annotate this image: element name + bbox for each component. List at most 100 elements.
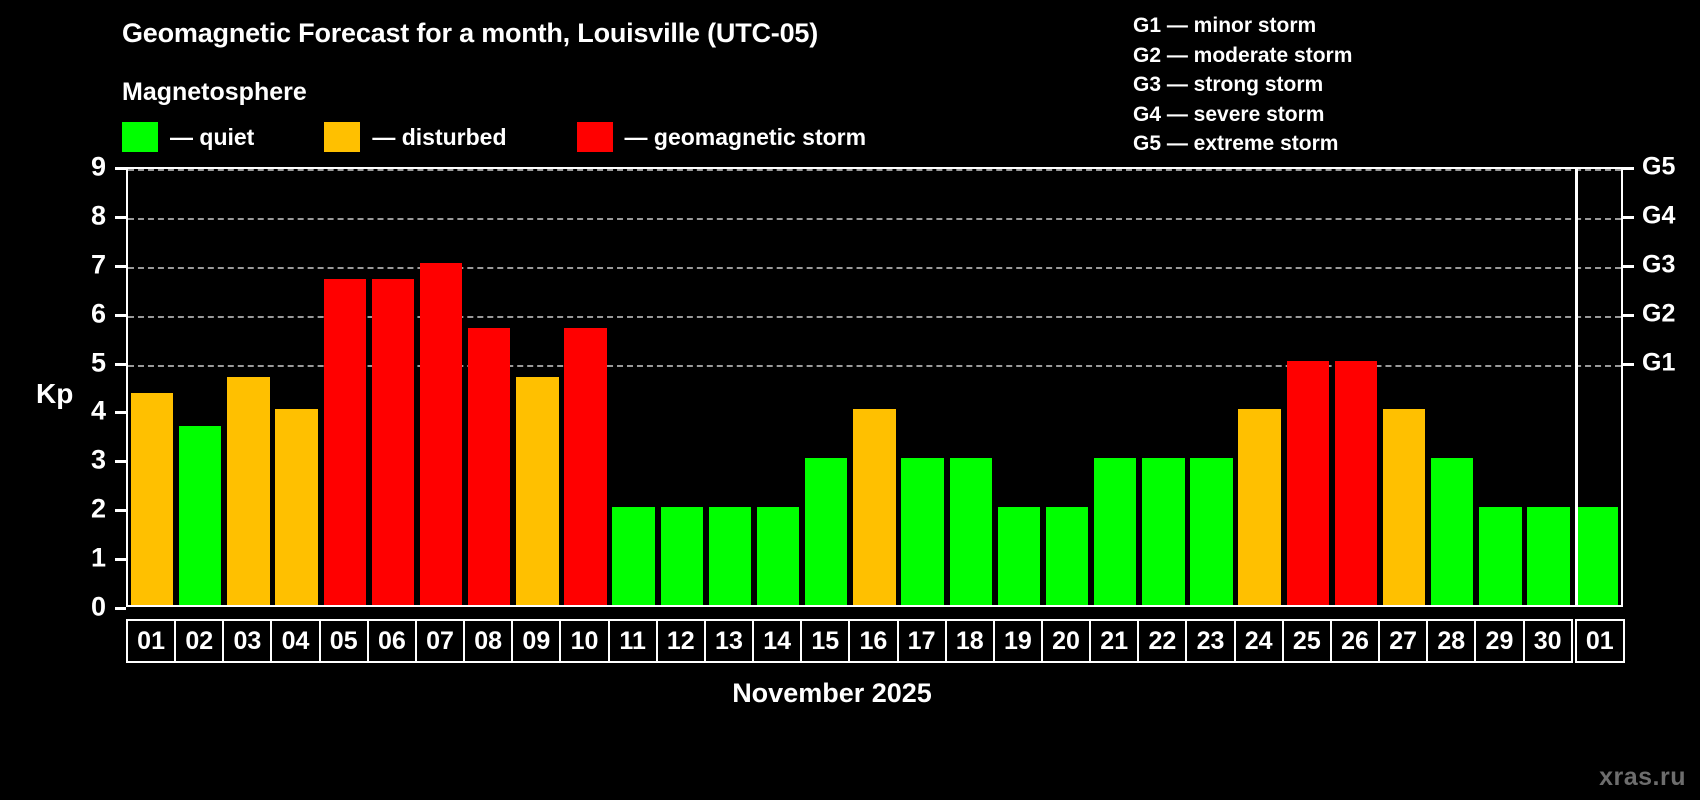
y-axis-tick bbox=[115, 313, 126, 317]
bar-slot bbox=[369, 169, 417, 605]
bar bbox=[1334, 360, 1378, 605]
bar-slot bbox=[128, 169, 176, 605]
bar-slot bbox=[995, 169, 1043, 605]
day-label-cell: 11 bbox=[607, 619, 658, 663]
day-label-cell: 25 bbox=[1281, 619, 1332, 663]
magnetosphere-label: Magnetosphere bbox=[122, 78, 307, 106]
bar bbox=[708, 507, 752, 605]
bar bbox=[805, 458, 848, 605]
bar bbox=[1094, 458, 1137, 605]
y-axis-tick bbox=[115, 167, 126, 170]
x-axis-day-labels: 01 02 03 04 05 06 07 08 09 10 11 12 13 14 15 16 17 18 19 20… bbox=[126, 619, 1625, 663]
bar bbox=[901, 458, 944, 605]
day-label-cell: 29 bbox=[1474, 619, 1525, 663]
bar-slot bbox=[1187, 169, 1235, 605]
bar bbox=[1382, 409, 1426, 605]
bar-series bbox=[128, 169, 1621, 605]
bar bbox=[997, 507, 1041, 605]
month-divider-line bbox=[1575, 169, 1579, 605]
bar-slot bbox=[706, 169, 754, 605]
y-axis-tick-label: 3 bbox=[90, 444, 106, 475]
y-axis-tick-label: 4 bbox=[90, 395, 106, 426]
y-axis-tick bbox=[115, 607, 126, 610]
g-axis-tick bbox=[1623, 362, 1634, 366]
g-axis-tick-label: G3 bbox=[1642, 250, 1676, 279]
day-label-cell: 15 bbox=[800, 619, 851, 663]
bar bbox=[323, 278, 366, 605]
watermark: xras.ru bbox=[1599, 763, 1686, 791]
bar bbox=[371, 278, 415, 605]
bar bbox=[756, 507, 800, 605]
day-label-cell: 14 bbox=[752, 619, 803, 663]
bar-slot bbox=[1284, 169, 1332, 605]
orange-swatch-icon bbox=[324, 122, 361, 152]
bar-slot bbox=[947, 169, 995, 605]
bar-slot bbox=[658, 169, 706, 605]
bar-slot bbox=[321, 169, 369, 605]
day-label-cell: 17 bbox=[896, 619, 947, 663]
bar-slot bbox=[610, 169, 658, 605]
bar bbox=[949, 458, 992, 605]
bar bbox=[660, 507, 703, 605]
day-label-cell: 23 bbox=[1185, 619, 1236, 663]
plot-inner bbox=[128, 169, 1621, 605]
x-axis-title: November 2025 bbox=[732, 678, 932, 708]
bar-slot bbox=[1476, 169, 1524, 605]
y-axis-tick-label: 8 bbox=[90, 200, 106, 231]
day-label-cell: 27 bbox=[1378, 619, 1429, 663]
bar-slot bbox=[899, 169, 947, 605]
gridline bbox=[128, 169, 1621, 171]
bar-slot bbox=[465, 169, 513, 605]
bar bbox=[275, 409, 318, 605]
g-scale-row: G2 — moderate storm bbox=[1133, 43, 1353, 67]
bar-slot bbox=[1573, 169, 1621, 605]
bar bbox=[227, 376, 270, 605]
g-axis-tick-label: G4 bbox=[1642, 201, 1676, 230]
bar-slot bbox=[1043, 169, 1091, 605]
day-label-cell: 10 bbox=[559, 619, 610, 663]
bar bbox=[419, 262, 463, 605]
y-axis-tick bbox=[115, 509, 126, 513]
y-axis-tick-label: 1 bbox=[90, 542, 106, 573]
bar bbox=[1527, 507, 1570, 605]
day-label-cell: 26 bbox=[1329, 619, 1381, 663]
g-scale-row: G4 — severe storm bbox=[1133, 102, 1325, 126]
g-axis-tick bbox=[1623, 167, 1634, 170]
gridline bbox=[128, 266, 1621, 269]
day-label-cell: 06 bbox=[366, 619, 417, 663]
bar-slot bbox=[513, 169, 561, 605]
y-axis-tick bbox=[115, 215, 126, 219]
day-label-cell: 01 bbox=[1574, 619, 1625, 663]
g-scale-row: G1 — minor storm bbox=[1133, 14, 1317, 37]
bar bbox=[1142, 458, 1185, 605]
bar bbox=[1190, 458, 1233, 605]
y-axis-title: Kp bbox=[36, 378, 74, 409]
legend-item-label: — geomagnetic storm bbox=[624, 123, 867, 150]
day-label-cell: 24 bbox=[1233, 619, 1284, 663]
day-label-cell: 13 bbox=[703, 619, 755, 663]
bar bbox=[1479, 507, 1522, 605]
day-label-cell: 07 bbox=[414, 619, 466, 663]
day-label-cell: 03 bbox=[222, 619, 273, 663]
bar bbox=[1575, 507, 1618, 605]
g-axis-tick-label: G2 bbox=[1642, 299, 1676, 328]
day-label-cell: 08 bbox=[463, 619, 514, 663]
bar-slot bbox=[1139, 169, 1187, 605]
g-scale-legend: G1 — minor storm G2 — moderate storm G3 — … bbox=[1133, 11, 1352, 159]
day-label-cell: 20 bbox=[1040, 619, 1092, 663]
g-scale-row: G3 — strong storm bbox=[1133, 73, 1324, 96]
bar-slot bbox=[802, 169, 850, 605]
bar-slot bbox=[176, 169, 224, 605]
day-label-cell: 05 bbox=[318, 619, 369, 663]
bar bbox=[564, 327, 607, 605]
g-axis-tick bbox=[1623, 264, 1634, 268]
day-label-cell: 21 bbox=[1089, 619, 1140, 663]
day-label-cell: 09 bbox=[511, 619, 562, 663]
y-axis-tick-label: 9 bbox=[90, 151, 106, 182]
green-swatch-icon bbox=[122, 122, 158, 152]
day-label-cell: 04 bbox=[270, 619, 321, 663]
day-label-cell: 02 bbox=[174, 619, 225, 663]
gridline bbox=[128, 315, 1621, 318]
day-label-cell: 12 bbox=[655, 619, 706, 663]
g-axis-tick bbox=[1623, 215, 1634, 219]
